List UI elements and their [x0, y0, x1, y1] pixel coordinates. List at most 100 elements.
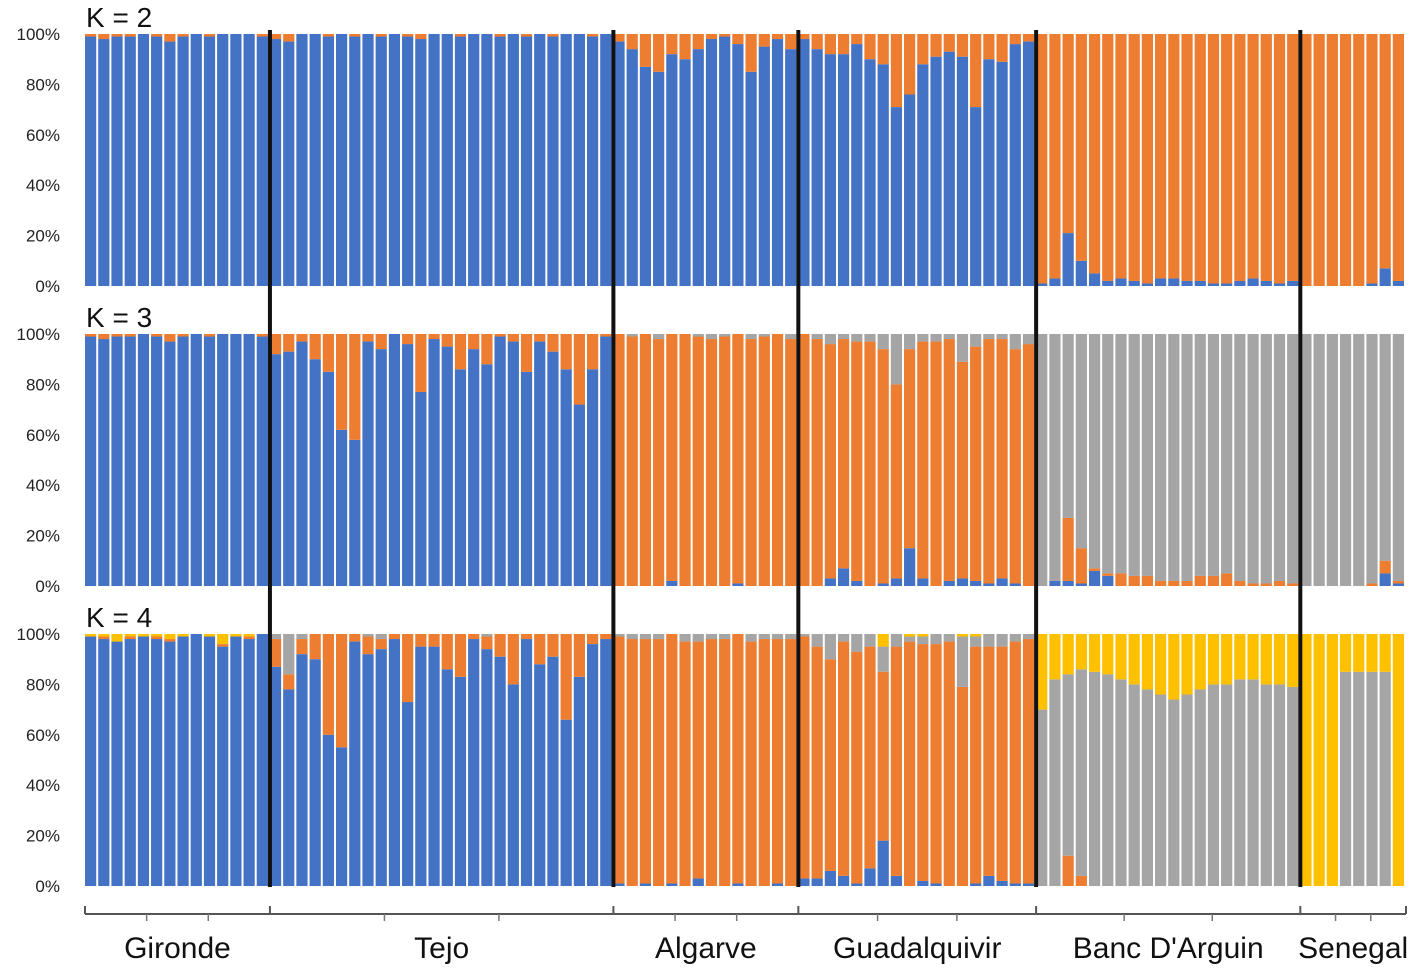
bar-segment-cluster-1: [388, 639, 401, 886]
bar-segment-cluster-4: [1075, 634, 1087, 670]
bar-segment-cluster-1: [428, 34, 440, 286]
bar-segment-cluster-2: [151, 334, 163, 337]
bar-segment-cluster-2: [296, 334, 308, 342]
bar-segment-cluster-4: [1260, 634, 1272, 685]
bar-segment-cluster-1: [732, 44, 744, 286]
bar-segment-cluster-2: [85, 34, 97, 37]
bar-segment-cluster-3: [1194, 334, 1206, 576]
bar-segment-cluster-2: [798, 334, 810, 586]
bar-segment-cluster-2: [547, 34, 559, 37]
bar-segment-cluster-3: [679, 634, 691, 642]
bar-segment-cluster-2: [454, 34, 467, 37]
bar-segment-cluster-2: [864, 341, 876, 586]
bar-segment-cluster-3: [877, 334, 889, 350]
bar-segment-cluster-3: [1075, 334, 1087, 549]
bar-segment-cluster-2: [203, 334, 216, 337]
bar-segment-cluster-2: [626, 639, 638, 886]
bar-segment-cluster-3: [1353, 334, 1365, 586]
bar-segment-cluster-3: [1115, 334, 1127, 574]
bar-segment-cluster-1: [811, 878, 823, 886]
bar-segment-cluster-2: [468, 334, 480, 350]
bar-segment-cluster-2: [1168, 34, 1180, 279]
bar-segment-cluster-2: [1062, 855, 1074, 886]
bar-segment-cluster-3: [1141, 334, 1154, 576]
bar-segment-cluster-3: [1128, 684, 1140, 886]
bar-segment-cluster-3: [1075, 669, 1087, 876]
bar-segment-cluster-1: [481, 649, 493, 886]
bar-segment-cluster-1: [362, 34, 374, 286]
bar-segment-cluster-2: [705, 34, 718, 40]
bar-segment-cluster-1: [296, 34, 308, 286]
bar-segment-cluster-4: [137, 634, 150, 637]
bar-segment-cluster-1: [573, 676, 585, 886]
bar-segment-cluster-1: [454, 676, 467, 886]
population-label: Tejo: [414, 932, 469, 965]
bar-segment-cluster-2: [1392, 580, 1404, 584]
bar-segment-cluster-2: [507, 334, 519, 342]
bar-segment-cluster-1: [890, 875, 903, 886]
bar-segment-cluster-1: [745, 71, 757, 286]
bar-segment-cluster-3: [1102, 674, 1114, 886]
bar-segment-cluster-3: [1009, 334, 1021, 350]
bar-segment-cluster-3: [930, 634, 942, 645]
bar-segment-cluster-2: [864, 646, 876, 869]
bar-segment-cluster-1: [85, 36, 97, 286]
bar-segment-cluster-1: [388, 334, 401, 586]
bar-segment-cluster-2: [930, 341, 942, 586]
bar-segment-cluster-2: [890, 646, 903, 876]
bar-segment-cluster-2: [1247, 583, 1259, 586]
bar-segment-cluster-1: [243, 639, 255, 886]
bar-segment-cluster-1: [1392, 280, 1404, 286]
bar-segment-cluster-1: [164, 341, 176, 586]
bar-segment-cluster-2: [758, 639, 770, 886]
y-tick-label: 60%: [26, 726, 60, 745]
bar-segment-cluster-1: [494, 656, 506, 886]
bar-segment-cluster-3: [1022, 334, 1035, 345]
bar-segment-cluster-1: [217, 646, 229, 886]
panel-k3: K = 3 0% 20% 40% 60% 80% 100%: [17, 302, 1404, 596]
bar-segment-cluster-1: [732, 883, 744, 886]
bar-segment-cluster-3: [1366, 671, 1378, 886]
bar-segment-cluster-1: [904, 94, 916, 286]
bar-segment-cluster-3: [1194, 689, 1206, 886]
bar-segment-cluster-2: [692, 336, 704, 586]
bar-segment-cluster-1: [534, 34, 546, 286]
bar-segment-cluster-2: [520, 34, 533, 37]
bar-segment-cluster-2: [996, 34, 1008, 62]
bar-segment-cluster-1: [586, 36, 599, 286]
bar-segment-cluster-2: [1088, 568, 1101, 571]
population-label: Senegal: [1298, 932, 1408, 965]
bar-segment-cluster-1: [481, 364, 493, 586]
bar-segment-cluster-2: [269, 334, 282, 355]
bar-segment-cluster-2: [1273, 580, 1286, 586]
population-dividers: [267, 30, 1303, 887]
bar-segment-cluster-2: [771, 334, 784, 586]
bar-segment-cluster-2: [785, 639, 797, 886]
bar-segment-cluster-1: [190, 34, 202, 286]
bar-segment-cluster-1: [837, 568, 850, 586]
bar-segment-cluster-1: [732, 583, 744, 586]
bar-segment-cluster-2: [904, 34, 916, 95]
bar-segment-cluster-2: [1221, 573, 1233, 586]
bar-segment-cluster-1: [666, 580, 678, 586]
bar-segment-cluster-2: [468, 634, 480, 640]
bar-segment-cluster-3: [851, 334, 863, 342]
bar-segment-cluster-1: [111, 36, 123, 286]
bar-segment-cluster-4: [217, 634, 229, 645]
bar-segment-cluster-2: [983, 34, 995, 60]
y-tick-label: 40%: [26, 776, 60, 795]
bar-segment-cluster-3: [639, 634, 652, 640]
bar-segment-cluster-1: [970, 580, 982, 586]
bar-segment-cluster-2: [335, 334, 348, 430]
bar-segment-cluster-2: [824, 34, 836, 55]
bar-segment-cluster-2: [1022, 344, 1035, 586]
bar-segment-cluster-1: [1102, 575, 1114, 586]
bar-segment-cluster-2: [375, 34, 387, 37]
bar-segment-cluster-2: [956, 686, 969, 886]
bar-segment-cluster-3: [1168, 699, 1180, 886]
bar-segment-cluster-1: [520, 36, 533, 286]
bar-segment-cluster-3: [283, 634, 295, 675]
bar-segment-cluster-2: [1353, 34, 1365, 286]
bar-segment-cluster-3: [481, 634, 493, 637]
